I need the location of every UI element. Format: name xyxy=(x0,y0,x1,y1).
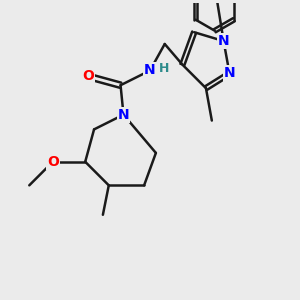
Text: N: N xyxy=(144,64,156,77)
Text: H: H xyxy=(159,61,169,75)
Text: O: O xyxy=(82,69,94,83)
Text: N: N xyxy=(224,66,235,80)
Text: N: N xyxy=(218,34,230,48)
Text: O: O xyxy=(47,155,59,169)
Text: N: N xyxy=(118,108,129,122)
